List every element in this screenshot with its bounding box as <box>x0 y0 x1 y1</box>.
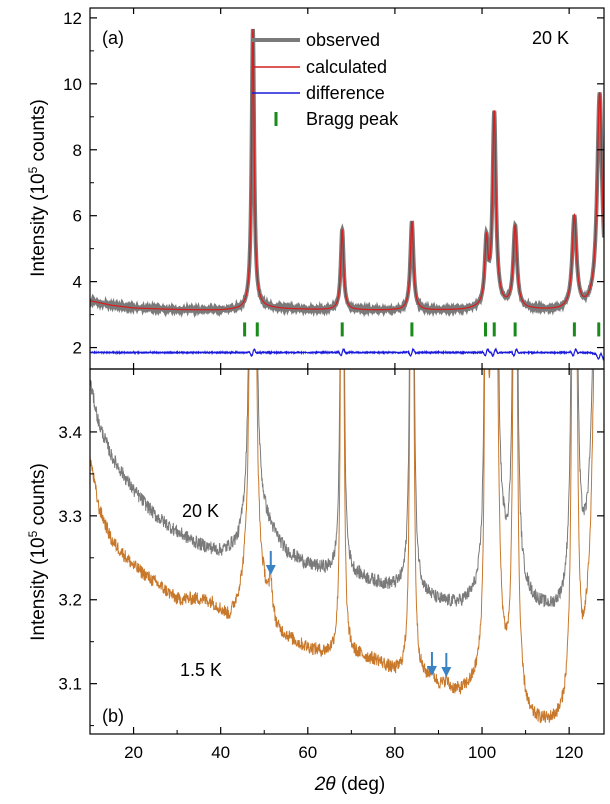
temperature-label-20k: 20 K <box>532 28 569 48</box>
x-tick-label: 40 <box>211 743 230 762</box>
x-tick-label: 20 <box>124 743 143 762</box>
difference-trace <box>90 347 604 362</box>
legend-calculated-label: calculated <box>306 57 387 77</box>
x-axis-label: 2θ (deg) <box>314 774 386 795</box>
x-tick-label: 120 <box>555 743 583 762</box>
panel-b-label: (b) <box>102 706 124 726</box>
legend: observed calculated difference Bragg pea… <box>252 30 399 129</box>
x-tick-label: 80 <box>385 743 404 762</box>
calculated-trace <box>90 29 604 311</box>
trace-1p5k <box>90 369 595 724</box>
legend-bragg-label: Bragg peak <box>306 109 399 129</box>
panel-b-frame <box>89 368 605 735</box>
panel-b: 3.1 3.2 3.3 3.4 20 40 60 80 100 120 (b) 20 K 1.5… <box>26 368 605 795</box>
trace-20k <box>90 369 593 608</box>
panel-b-ytick-label: 3.3 <box>58 507 82 526</box>
panel-a: 2 4 6 8 10 12 (a) 20 K observed calculated di… <box>26 7 605 370</box>
panel-b-ytick-label: 3.4 <box>58 423 82 442</box>
panel-a-ytick-label: 10 <box>63 75 82 94</box>
legend-difference-label: difference <box>306 83 385 103</box>
x-tick-label: 100 <box>468 743 496 762</box>
series-label-1p5k: 1.5 K <box>180 660 222 680</box>
panel-b-ytick-label: 3.2 <box>58 591 82 610</box>
panel-a-ytick-label: 8 <box>73 141 82 160</box>
panel-a-ylabel: Intensity (105 counts) <box>26 99 49 277</box>
panel-a-ytick-label: 4 <box>73 273 82 292</box>
x-tick-label: 60 <box>298 743 317 762</box>
panel-b-ytick-label: 3.1 <box>58 675 82 694</box>
panel-a-ytick-label: 6 <box>73 207 82 226</box>
panel-a-label: (a) <box>102 28 124 48</box>
series-label-20k: 20 K <box>182 501 219 521</box>
panel-a-ytick-label: 2 <box>73 339 82 358</box>
panel-a-ytick-label: 12 <box>63 9 82 28</box>
magnetic-peak-arrowhead <box>265 565 276 575</box>
legend-observed-label: observed <box>306 30 380 50</box>
magnetic-peak-arrowhead <box>426 666 437 676</box>
panel-b-ylabel: Intensity (105 counts) <box>26 463 49 641</box>
magnetic-peak-arrowhead <box>441 667 452 677</box>
